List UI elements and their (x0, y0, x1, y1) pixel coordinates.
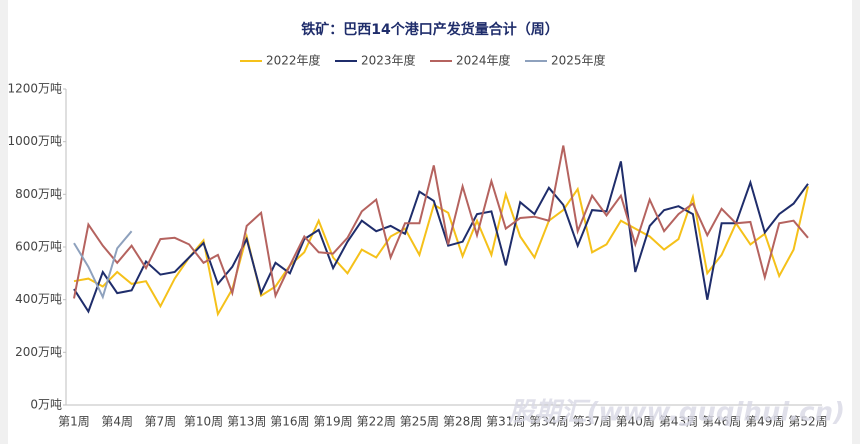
x-tick-label: 第28周 (443, 415, 482, 429)
x-tick-label: 第1周 (58, 415, 90, 429)
x-tick-label: 第34周 (529, 415, 568, 429)
y-tick-label: 0万吨 (30, 398, 62, 412)
series-line (73, 145, 809, 299)
x-tick-label: 第25周 (400, 415, 439, 429)
x-tick-label: 第7周 (145, 415, 177, 429)
x-tick-label: 第37周 (572, 415, 611, 429)
y-tick-label: 1200万吨 (7, 82, 62, 96)
y-tick-label: 600万吨 (15, 240, 62, 254)
x-tick-label: 第4周 (101, 415, 133, 429)
series-line (73, 230, 133, 300)
x-tick-label: 第16周 (270, 415, 309, 429)
x-tick-label: 第40周 (616, 415, 655, 429)
legend-label: 2025年度 (551, 53, 606, 68)
x-tick-label: 第52周 (788, 415, 827, 429)
x-tick-label: 第22周 (357, 415, 396, 429)
legend-label: 2024年度 (456, 53, 511, 68)
x-tick-label: 第13周 (227, 415, 266, 429)
y-tick-label: 400万吨 (15, 292, 62, 306)
x-tick-label: 第10周 (184, 415, 223, 429)
legend-label: 2023年度 (361, 53, 416, 68)
y-tick-label: 200万吨 (15, 345, 62, 359)
x-tick-label: 第31周 (486, 415, 525, 429)
watermark: 股期汇(www.guqihui.cn) (508, 398, 845, 428)
x-tick-label: 第49周 (745, 415, 784, 429)
y-tick-label: 800万吨 (15, 187, 62, 201)
chart-title: 铁矿：巴西14个港口产发货量合计（周） (301, 21, 558, 38)
legend-label: 2022年度 (266, 53, 321, 68)
y-tick-label: 1000万吨 (7, 134, 62, 148)
x-tick-label: 第46周 (702, 415, 741, 429)
series-line (73, 161, 809, 314)
background (8, 0, 852, 444)
x-tick-label: 第43周 (659, 415, 698, 429)
x-tick-label: 第19周 (313, 415, 352, 429)
